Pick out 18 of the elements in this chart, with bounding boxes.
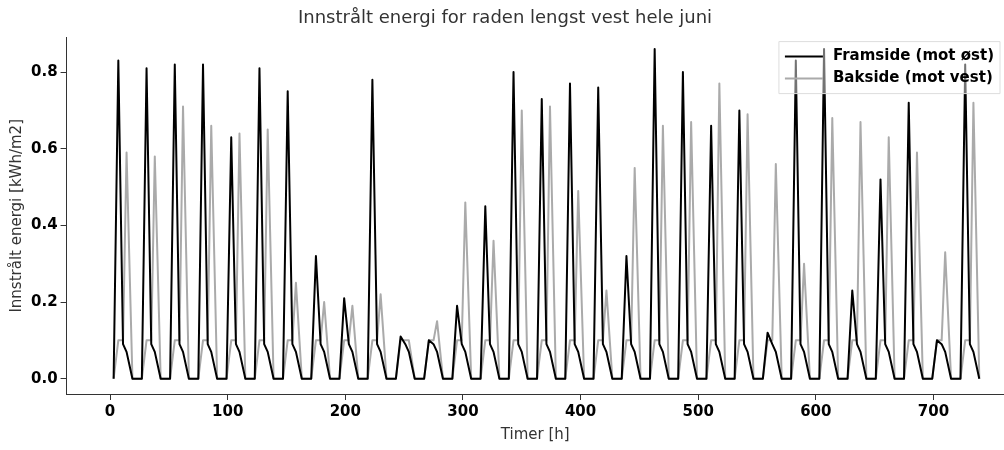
x-axis-title: Timer [h] <box>499 424 570 443</box>
x-tick-label: 400 <box>564 401 597 420</box>
x-tick-label: 500 <box>682 401 714 420</box>
x-tick-label: 700 <box>917 401 950 420</box>
y-tick-label: 0.6 <box>30 138 58 157</box>
y-tick-label: 0.8 <box>30 61 58 80</box>
x-tick-label: 100 <box>212 401 244 420</box>
x-tick-label: 600 <box>800 401 832 420</box>
y-tick-label: 0.0 <box>30 368 58 387</box>
x-tick-label: 0 <box>104 401 116 420</box>
legend-label: Bakside (mot vest) <box>832 68 993 87</box>
legend-label: Framside (mot øst) <box>832 46 995 65</box>
x-tick-label: 300 <box>447 401 479 420</box>
y-tick-label: 0.2 <box>30 291 58 310</box>
y-axis-title: Innstrålt energi [kWh/m2] <box>6 119 25 313</box>
y-tick-label: 0.4 <box>30 215 58 234</box>
chart-title: Innstrålt energi for raden lengst vest hele juni <box>297 6 713 28</box>
x-tick-label: 200 <box>329 401 361 420</box>
